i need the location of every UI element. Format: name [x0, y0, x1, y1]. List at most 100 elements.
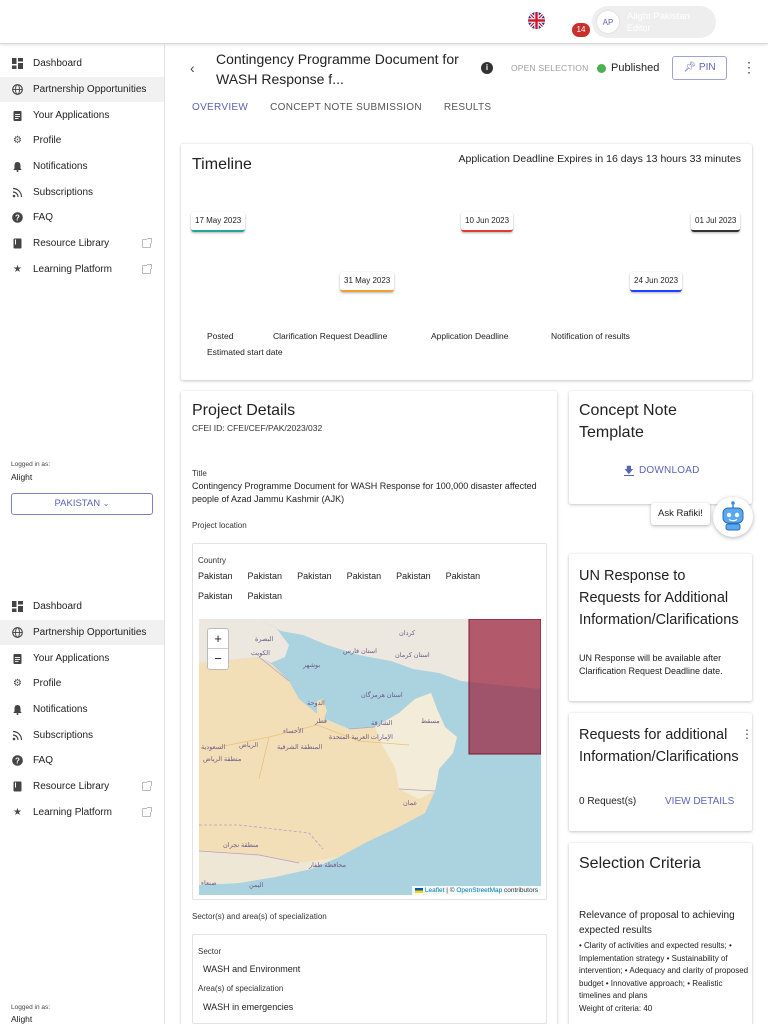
sidebar-item-label: Partnership Opportunities [33, 627, 147, 639]
country-item: Pakistan [297, 571, 332, 581]
openstreetmap-link[interactable]: OpenStreetMap [456, 887, 503, 894]
country-selector-button[interactable]: PAKISTAN ⌄ [11, 493, 153, 515]
sidebar-item-profile[interactable]: ⚙ Profile [0, 128, 164, 154]
selection-criteria-title: Selection Criteria [579, 855, 701, 872]
sidebar-item-label: Resource Library [33, 781, 110, 793]
sidebar-nav: Dashboard Partnership Opportunities Your… [0, 51, 164, 282]
timeline-legend-notification: Notification of results [551, 331, 630, 341]
map-place-label: منطقة الرياض [203, 756, 242, 763]
tab-overview[interactable]: OVERVIEW [192, 102, 249, 113]
sidebar-item-label: FAQ [33, 755, 54, 767]
project-details-card: Project Details CFEI ID: CFEI/CEF/PAK/20… [181, 391, 557, 1024]
download-label: DOWNLOAD [639, 465, 700, 476]
timeline-card: Timeline Application Deadline Expires in… [181, 144, 752, 380]
sidebar-item-label: Subscriptions [33, 729, 94, 741]
zoom-out-button[interactable]: − [214, 651, 222, 666]
sidebar-item-notifications[interactable]: Notifications [0, 697, 164, 723]
country-item: Pakistan [247, 591, 283, 601]
globe-icon [12, 84, 23, 95]
sidebar-item-partnership-opportunities[interactable]: Partnership Opportunities [0, 76, 164, 103]
sector-label: Sector [198, 947, 222, 956]
zoom-in-button[interactable]: + [208, 629, 228, 649]
book-icon [12, 781, 23, 792]
project-details-title: Project Details [192, 402, 296, 419]
map-zoom-control: + − [207, 628, 229, 670]
sidebar: Dashboard Partnership Opportunities Your… [0, 45, 165, 1024]
user-role: Editor [627, 23, 651, 33]
un-response-title: UN Response to Requests for Additional I… [579, 568, 739, 628]
page-title: Contingency Programme Document for WASH … [216, 51, 459, 87]
sidebar-item-learning-platform[interactable]: ★ Learning Platform [0, 257, 164, 283]
country-item: Pakistan [445, 571, 481, 581]
sidebar-item-learning-platform[interactable]: ★ Learning Platform [0, 800, 164, 826]
external-link-icon [142, 237, 152, 248]
sidebar-item-partnership-opportunities[interactable]: Partnership Opportunities [0, 619, 164, 646]
pin-icon: 📌︎ [683, 62, 697, 73]
sidebar-item-label: Subscriptions [33, 186, 94, 198]
timeline-clarification-date: 31 May 2023 [340, 272, 395, 292]
leaflet-link[interactable]: Leaflet [424, 887, 445, 894]
logged-in-label: Logged in as: [11, 461, 51, 468]
tab-results[interactable]: RESULTS [443, 102, 492, 113]
attribution-tail: contributors [502, 887, 538, 894]
selection-criteria-card: Selection Criteria Relevance of proposal… [569, 843, 752, 1024]
deadline-countdown: Application Deadline Expires in 16 days … [458, 153, 741, 165]
sidebar-item-faq[interactable]: ? FAQ [0, 205, 164, 231]
map-place-label: الأحساء [283, 728, 304, 735]
sidebar-item-subscriptions[interactable]: Subscriptions [0, 722, 164, 748]
project-title-value: Contingency Programme Document for WASH … [192, 481, 537, 504]
sidebar-item-label: Dashboard [33, 58, 82, 70]
map-attribution: Leaflet | © OpenStreetMap contributors [412, 886, 541, 895]
country-item: Pakistan [346, 571, 382, 581]
request-count: 0 Request(s) [579, 796, 637, 807]
chevron-down-icon: ⌄ [102, 499, 110, 508]
sidebar-item-profile[interactable]: ⚙ Profile [0, 671, 164, 697]
sidebar-item-resource-library[interactable]: Resource Library [0, 231, 164, 257]
status-dot-icon [597, 64, 606, 73]
tab-concept-note-submission[interactable]: CONCEPT NOTE SUBMISSION [270, 102, 422, 113]
user-menu[interactable]: AP Alight Pakistan Editor [592, 6, 716, 38]
sidebar-item-dashboard[interactable]: Dashboard [0, 594, 164, 620]
info-icon[interactable]: i [481, 62, 493, 74]
more-vertical-icon[interactable]: ⋮ [742, 59, 756, 75]
external-link-icon [142, 780, 152, 791]
notification-badge[interactable]: 14 [572, 23, 590, 37]
title-label: Title [192, 469, 207, 478]
sidebar-item-notifications[interactable]: Notifications [0, 154, 164, 180]
sidebar-item-your-applications[interactable]: Your Applications [0, 102, 164, 128]
sidebar-item-subscriptions[interactable]: Subscriptions [0, 179, 164, 205]
sidebar-item-faq[interactable]: ? FAQ [0, 748, 164, 774]
sidebar-item-label: Notifications [33, 161, 88, 173]
sidebar-item-label: Partnership Opportunities [33, 84, 147, 96]
robot-assistant-icon[interactable] [713, 497, 753, 537]
sidebar-item-your-applications[interactable]: Your Applications [0, 645, 164, 671]
sidebar-item-label: Your Applications [33, 652, 110, 664]
uk-flag-icon[interactable] [528, 12, 545, 29]
pin-button[interactable]: 📌︎ PIN [672, 56, 727, 80]
gear-icon: ⚙ [13, 678, 22, 690]
back-chevron-icon[interactable]: ‹ [190, 60, 195, 76]
map-place-label: استان فارس [343, 648, 377, 655]
map-place-label: بوشهر [303, 662, 321, 669]
map-place-label: اليمن [249, 882, 264, 889]
top-bar: 14 AP Alight Pakistan Editor [0, 0, 768, 44]
globe-icon [12, 627, 23, 638]
map-place-label: قطر [315, 718, 328, 725]
timeline-title: Timeline [192, 156, 252, 173]
logged-in-label: Logged in as: [11, 1004, 51, 1011]
map-place-label: محافظة ظفار [309, 862, 346, 869]
ask-rafiki-bubble[interactable]: Ask Rafiki! [651, 503, 710, 525]
sidebar-item-resource-library[interactable]: Resource Library [0, 774, 164, 800]
map-place-label: عمان [403, 800, 418, 807]
view-details-link[interactable]: VIEW DETAILS [665, 796, 735, 807]
map-place-label: استان كرمان [395, 652, 430, 659]
download-button[interactable]: 🡇︎ DOWNLOAD [624, 465, 700, 476]
location-map[interactable]: كردان البصرة الكويت بوشهر استان فارس است… [199, 619, 541, 895]
more-vertical-icon[interactable]: ⋮ [741, 727, 753, 741]
sidebar-item-label: Dashboard [33, 601, 82, 613]
bell-icon [12, 704, 23, 716]
timeline-posted-date: 17 May 2023 [191, 212, 246, 232]
sidebar-item-dashboard[interactable]: Dashboard [0, 51, 164, 77]
map-place-label: الكويت [251, 650, 270, 657]
sector-heading: Sector(s) and area(s) of specialization [192, 912, 327, 921]
